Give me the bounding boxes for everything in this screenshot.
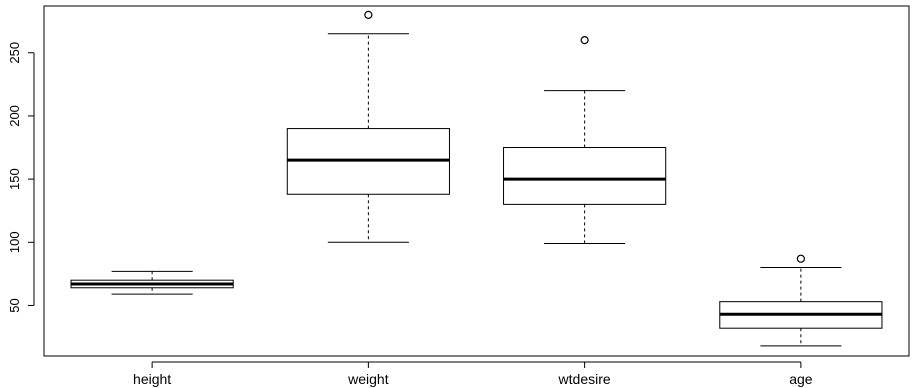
outlier-weight-0	[364, 10, 373, 19]
y-tick-label-200: 200	[7, 105, 22, 127]
x-tick-label-weight: weight	[347, 371, 389, 387]
y-tick-label-100: 100	[7, 231, 22, 253]
outlier-age-0	[796, 254, 805, 263]
y-tick-label-250: 250	[7, 42, 22, 64]
boxes-group	[70, 10, 883, 347]
iqr-box-wtdesire	[503, 147, 667, 205]
x-tick-label-height: height	[133, 371, 171, 387]
x-tick-label-age: age	[789, 371, 813, 387]
box-weight	[286, 10, 450, 243]
y-tick-label-150: 150	[7, 168, 22, 190]
y-tick-label-50: 50	[7, 298, 22, 312]
box-wtdesire	[503, 36, 667, 245]
y-axis: 50 100 150 200 250	[7, 42, 35, 313]
x-axis: height weight wtdesire age	[133, 361, 813, 387]
outlier-wtdesire-0	[580, 36, 589, 45]
plot-frame	[43, 5, 910, 357]
x-tick-label-wtdesire: wtdesire	[558, 371, 611, 387]
box-height	[70, 270, 234, 295]
box-age	[719, 254, 883, 347]
